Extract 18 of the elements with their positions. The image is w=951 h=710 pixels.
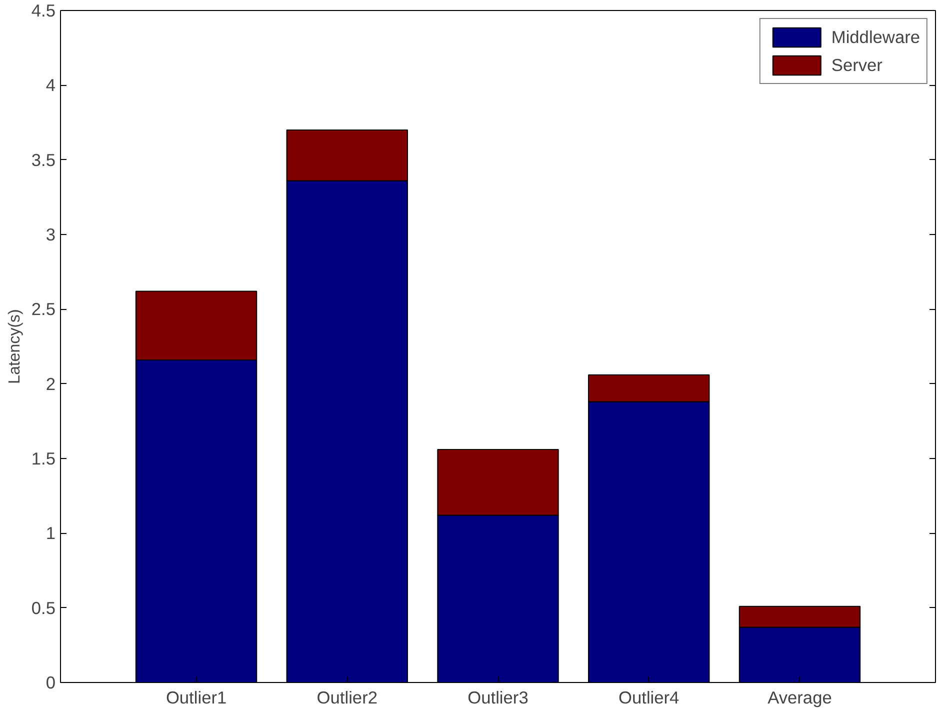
x-tick-label: Outlier4 (618, 688, 680, 708)
x-tick-label: Average (768, 688, 832, 708)
y-tick-label: 4 (46, 75, 56, 96)
legend-label: Middleware (831, 26, 920, 48)
x-tick-label: Outlier2 (316, 688, 378, 708)
y-axis-title: Latency(s) (6, 309, 24, 384)
y-tick-label: 1 (46, 523, 56, 544)
y-tick-label: 4.5 (31, 0, 56, 20)
legend-label: Server (831, 54, 882, 76)
x-tick-label: Outlier1 (166, 688, 227, 708)
y-tick-label: 0.5 (31, 598, 56, 618)
y-tick-label: 1.5 (31, 448, 56, 468)
x-tick-label: Outlier3 (468, 688, 528, 708)
y-tick-label: 2.5 (31, 299, 56, 320)
y-tick-label: 0 (46, 672, 56, 692)
y-tick-label: 3.5 (31, 150, 56, 170)
y-tick-label: 3 (46, 224, 56, 244)
y-tick-label: 2 (46, 374, 56, 394)
